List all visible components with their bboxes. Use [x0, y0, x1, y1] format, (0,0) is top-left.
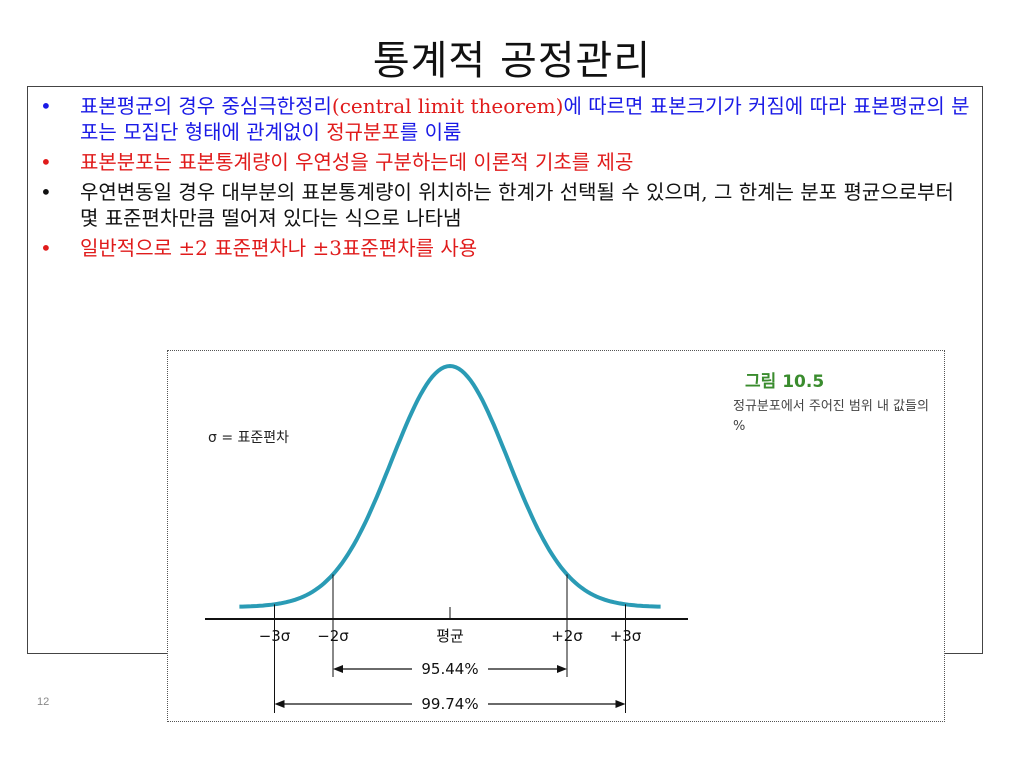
page-number: 12	[37, 696, 50, 708]
range-label: 95.44%	[421, 660, 478, 678]
content-box: • 표본평균의 경우 중심극한정리(central limit theorem)에…	[27, 86, 983, 654]
axis-label-p2: +2σ	[551, 627, 583, 645]
slide-title: 통계적 공정관리	[372, 38, 652, 84]
bullet-item: • 표본분포는 표본통계량이 우연성을 구분하는데 이론적 기초를 제공	[28, 149, 984, 175]
bullet-item: • 우연변동일 경우 대부분의 표본통계량이 위치하는 한계가 선택될 수 있으며…	[28, 179, 984, 231]
sigma-lines	[274, 574, 626, 713]
normal-distribution-figure: 그림 10.5 정규분포에서 주어진 범위 내 값들의 % σ = 표준편차 −…	[167, 350, 945, 722]
range-arrow: 95.44%	[333, 660, 567, 678]
bullet-list: • 표본평균의 경우 중심극한정리(central limit theorem)에…	[28, 93, 984, 265]
bullet-text: 일반적으로 ±2 표준편차나 ±3표준편차를 사용	[80, 236, 478, 260]
range-arrows: 95.44% 99.74%	[274, 660, 626, 713]
range-arrow: 99.74%	[274, 695, 626, 713]
figure-caption-body: 정규분포에서 주어진 범위 내 값들의 %	[733, 399, 929, 434]
normal-curve-plot: −3σ −2σ 평균 +2σ +3σ 95.44% 99.74%	[205, 363, 688, 713]
bullet-dot: •	[40, 236, 52, 260]
bullet-dot: •	[40, 94, 52, 118]
bullet-item: • 표본평균의 경우 중심극한정리(central limit theorem)에…	[28, 93, 984, 145]
axis-label-mean: 평균	[436, 627, 464, 645]
bullet-item: • 일반적으로 ±2 표준편차나 ±3표준편차를 사용	[28, 235, 984, 261]
axis-labels: −3σ −2σ 평균 +2σ +3σ	[259, 627, 642, 645]
bell-curve	[239, 363, 661, 609]
bullet-text: 우연변동일 경우 대부분의 표본통계량이 위치하는 한계가 선택될 수 있으며,…	[80, 180, 954, 230]
bullet-text: 표본분포는 표본통계량이 우연성을 구분하는데 이론적 기초를 제공	[80, 150, 634, 174]
axis-label-m2: −2σ	[317, 627, 349, 645]
range-label: 99.74%	[421, 695, 478, 713]
figure-caption-title: 그림 10.5	[745, 372, 825, 392]
bullet-dot: •	[40, 150, 52, 174]
bullet-text: 표본평균의 경우 중심극한정리(central limit theorem)에 …	[80, 94, 970, 144]
sigma-legend: σ = 표준편차	[208, 430, 290, 446]
axis-label-m3: −3σ	[259, 627, 291, 645]
axis-label-p3: +3σ	[610, 627, 642, 645]
bullet-dot: •	[40, 180, 52, 204]
